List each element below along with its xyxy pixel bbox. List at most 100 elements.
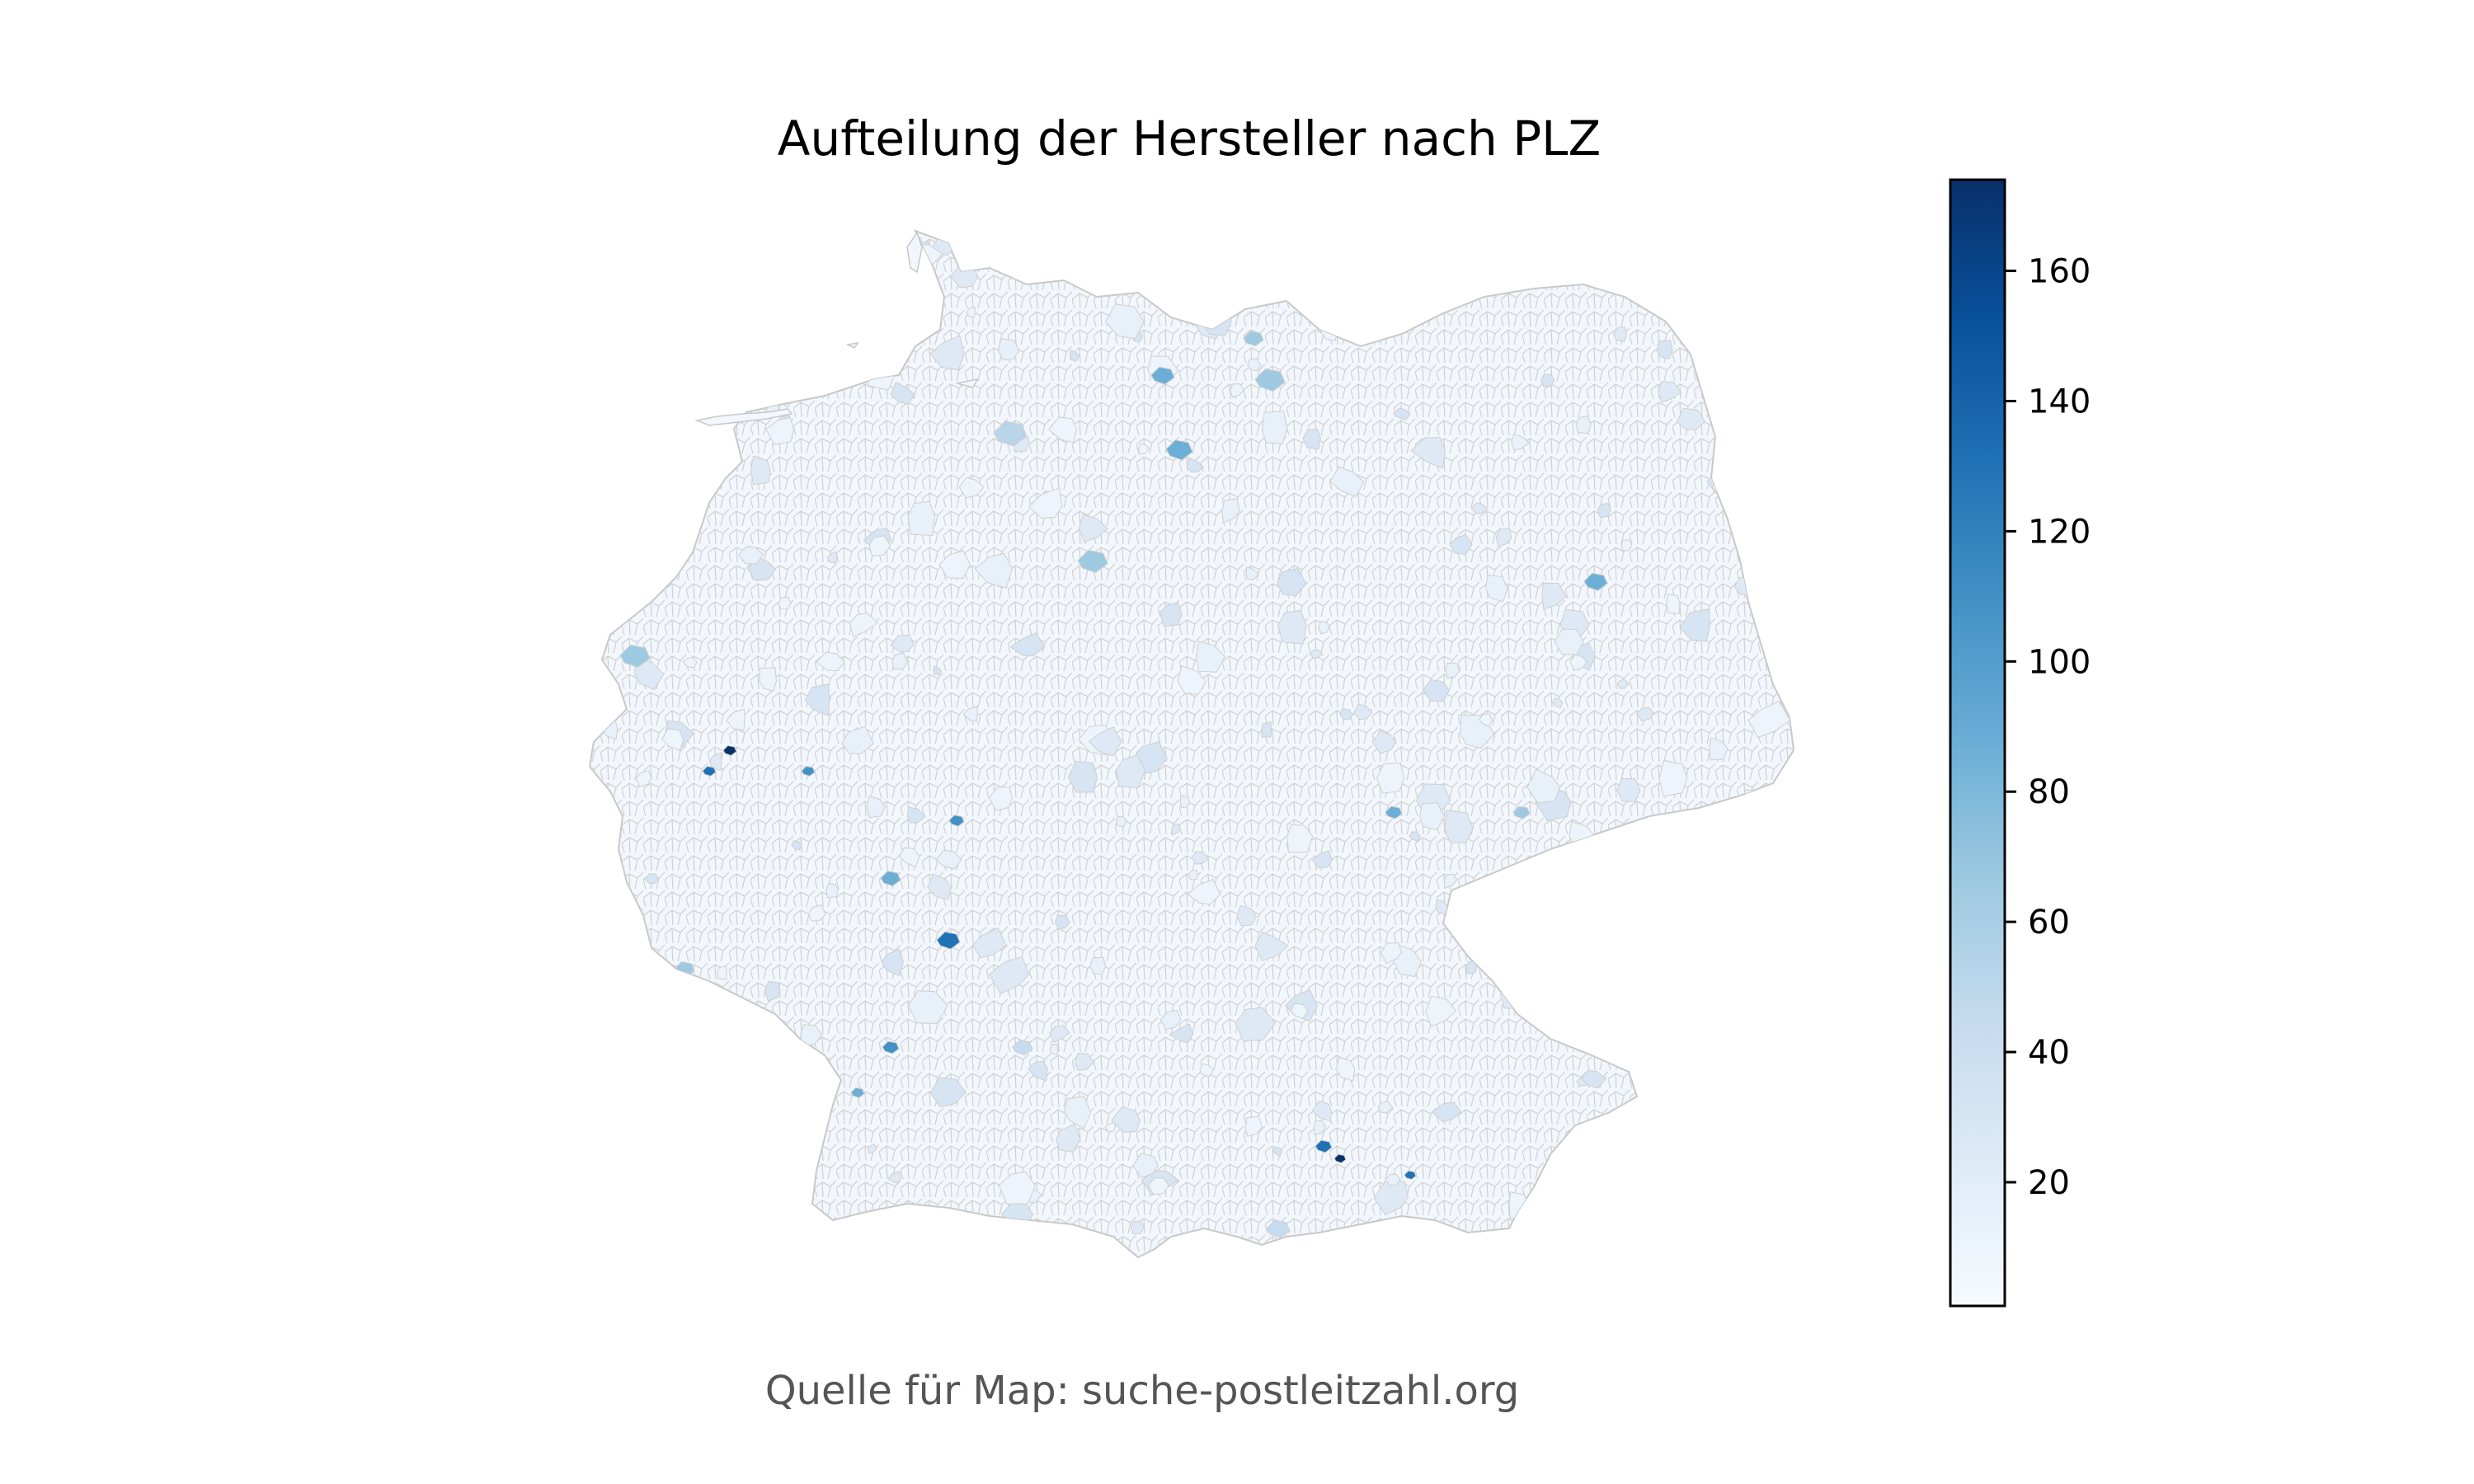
source-note: Quelle für Map: suche-postleitzahl.org [765, 1368, 1519, 1414]
plz-area [791, 840, 802, 851]
plz-area [1715, 831, 1729, 844]
plz-area [1287, 271, 1311, 295]
plz-area [1311, 1101, 1332, 1122]
plz-area [890, 382, 915, 405]
plz-area-highlight [850, 1087, 865, 1098]
plz-area-highlight [1315, 1139, 1333, 1153]
plz-area [1286, 824, 1314, 853]
colorbar-ticks: 20 40 60 80 100 120 140 160 [2005, 253, 2091, 1202]
plz-area [1221, 498, 1240, 524]
plz-area [1444, 810, 1474, 843]
plz-area [1385, 1173, 1401, 1186]
plz-area [1552, 697, 1564, 709]
plz-area [628, 579, 641, 592]
plz-area [1187, 878, 1221, 905]
plz-area [721, 358, 749, 383]
plz-area [1277, 610, 1307, 645]
plz-area [675, 472, 703, 503]
plz-area [1069, 350, 1080, 362]
plz-area [1495, 527, 1512, 547]
plz-area [1049, 1025, 1070, 1043]
plz-area [635, 770, 652, 787]
plz-area [1410, 262, 1438, 282]
plz-area [998, 1171, 1036, 1205]
plz-area [1329, 466, 1365, 497]
plz-area [1676, 407, 1706, 431]
plz-area [1009, 632, 1045, 657]
plz-area [1235, 1007, 1277, 1042]
plz-area [1313, 1120, 1327, 1135]
plz-area [808, 904, 826, 922]
plz-area [989, 787, 1014, 811]
island [956, 378, 979, 388]
plz-area [1409, 831, 1421, 843]
plz-area [1254, 932, 1289, 961]
colorbar-tick-label: 120 [2028, 513, 2091, 551]
plz-area [1569, 654, 1587, 671]
plz-area [1028, 1060, 1048, 1082]
plz-area [1290, 1003, 1309, 1019]
plz-area [1724, 890, 1747, 914]
plz-area [1302, 428, 1321, 450]
plz-area [988, 956, 1030, 995]
plz-area [709, 752, 722, 771]
plz-area [1747, 700, 1791, 739]
plz-area [1195, 641, 1226, 673]
plz-area [1247, 358, 1262, 372]
plz-area [1540, 373, 1555, 387]
plz-area [1131, 1220, 1145, 1235]
plz-area-highlight [1385, 805, 1403, 819]
plz-area [1754, 505, 1770, 515]
plz-area [1245, 566, 1259, 580]
plz-area [750, 455, 771, 486]
plz-area [634, 655, 665, 691]
plz-area [1667, 1033, 1677, 1045]
plz-area [1688, 1069, 1726, 1106]
plz-area [1739, 1089, 1752, 1097]
plz-area [1524, 939, 1545, 956]
plz-area [1261, 721, 1272, 738]
plz-area [646, 292, 682, 331]
plz-area [1484, 574, 1508, 603]
plz-area [1554, 1210, 1584, 1242]
plz-area [898, 847, 920, 868]
plz-area [1236, 904, 1258, 927]
plz-area [622, 1026, 633, 1037]
plz-area [974, 552, 1013, 589]
plz-area [1191, 851, 1210, 865]
plz-area [1514, 934, 1550, 970]
plz-area [1470, 880, 1503, 906]
plz-area [971, 928, 1007, 959]
plz-area [1179, 795, 1190, 808]
plz-area-highlight [1583, 572, 1608, 591]
plz-area [735, 1040, 755, 1065]
plz-area [627, 556, 647, 577]
plz-area [1049, 1043, 1059, 1055]
plz-area [1651, 849, 1663, 863]
plz-area-highlight [1266, 1219, 1291, 1238]
plz-area [1138, 444, 1150, 455]
island [906, 231, 923, 274]
plz-area [738, 546, 764, 565]
plz-area [1064, 1096, 1092, 1129]
plz-area [881, 948, 904, 977]
plz-area [1147, 1177, 1169, 1195]
plz-area [1104, 303, 1145, 340]
plz-area [1115, 754, 1146, 789]
plz-area [750, 355, 762, 371]
plz-area [1445, 662, 1460, 679]
plz-area [1410, 437, 1446, 469]
plz-area [737, 1120, 765, 1153]
plz-area [849, 612, 878, 637]
plz-area-highlight [993, 420, 1028, 447]
plz-area [867, 254, 887, 279]
plz-area [1432, 1101, 1462, 1123]
plz-area [866, 795, 886, 819]
plz-area [1641, 1177, 1663, 1196]
plz-area [1658, 759, 1688, 797]
plz-area [661, 728, 684, 751]
plz-area [841, 726, 874, 754]
plz-area [1230, 383, 1244, 398]
plz-area [1709, 737, 1729, 761]
plz-area-highlight [1512, 805, 1531, 819]
